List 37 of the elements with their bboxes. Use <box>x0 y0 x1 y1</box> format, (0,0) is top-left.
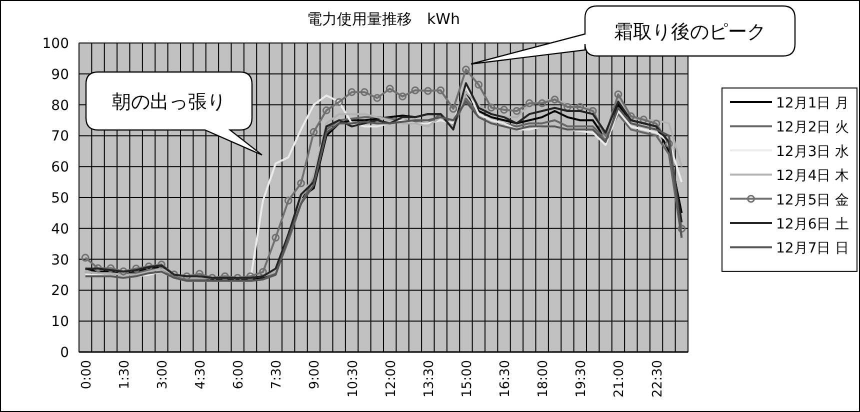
x-tick-label: 15:00 <box>460 360 475 398</box>
x-tick-label: 0:00 <box>79 360 94 390</box>
y-tick-label: 30 <box>51 252 69 268</box>
y-tick-label: 50 <box>51 190 69 206</box>
legend-label: 12月7日 日 <box>776 240 850 257</box>
x-tick-label: 3:00 <box>155 360 170 390</box>
x-tick-label: 7:30 <box>270 360 285 390</box>
legend-label: 12月6日 土 <box>776 216 850 232</box>
x-tick-label: 9:00 <box>308 360 323 390</box>
y-tick-label: 40 <box>51 221 69 238</box>
x-tick-label: 6:00 <box>232 360 247 390</box>
x-tick-label: 16:30 <box>498 360 514 398</box>
x-tick-label: 19:30 <box>574 360 590 398</box>
y-tick-label: 10 <box>51 314 69 330</box>
y-tick-label: 100 <box>42 36 69 52</box>
y-tick-label: 0 <box>60 345 69 361</box>
y-tick-label: 20 <box>51 283 69 300</box>
x-tick-label: 10:30 <box>346 360 361 398</box>
x-tick-label: 18:00 <box>536 360 552 398</box>
x-tick-label: 13:30 <box>422 360 437 398</box>
y-tick-label: 80 <box>51 98 69 114</box>
legend-label: 12月2日 火 <box>776 120 850 136</box>
legend-label: 12月4日 木 <box>776 168 850 184</box>
annotation: 朝の出っ張り <box>112 91 226 113</box>
legend-label: 12月3日 水 <box>776 144 850 160</box>
x-tick-label: 21:00 <box>612 360 628 398</box>
chart-title: 電力使用量推移 kWh <box>306 10 460 28</box>
y-tick-label: 70 <box>51 128 69 145</box>
x-tick-label: 22:30 <box>650 360 666 398</box>
legend-label: 12月1日 月 <box>776 96 850 112</box>
x-tick-label: 1:30 <box>117 360 132 390</box>
y-tick-label: 90 <box>51 66 69 83</box>
x-tick-label: 12:00 <box>384 360 399 398</box>
legend-label: 12月5日 金 <box>776 192 850 208</box>
annotation: 霜取り後のピーク <box>614 21 766 43</box>
x-tick-label: 4:30 <box>194 360 209 390</box>
y-tick-label: 60 <box>51 160 69 176</box>
